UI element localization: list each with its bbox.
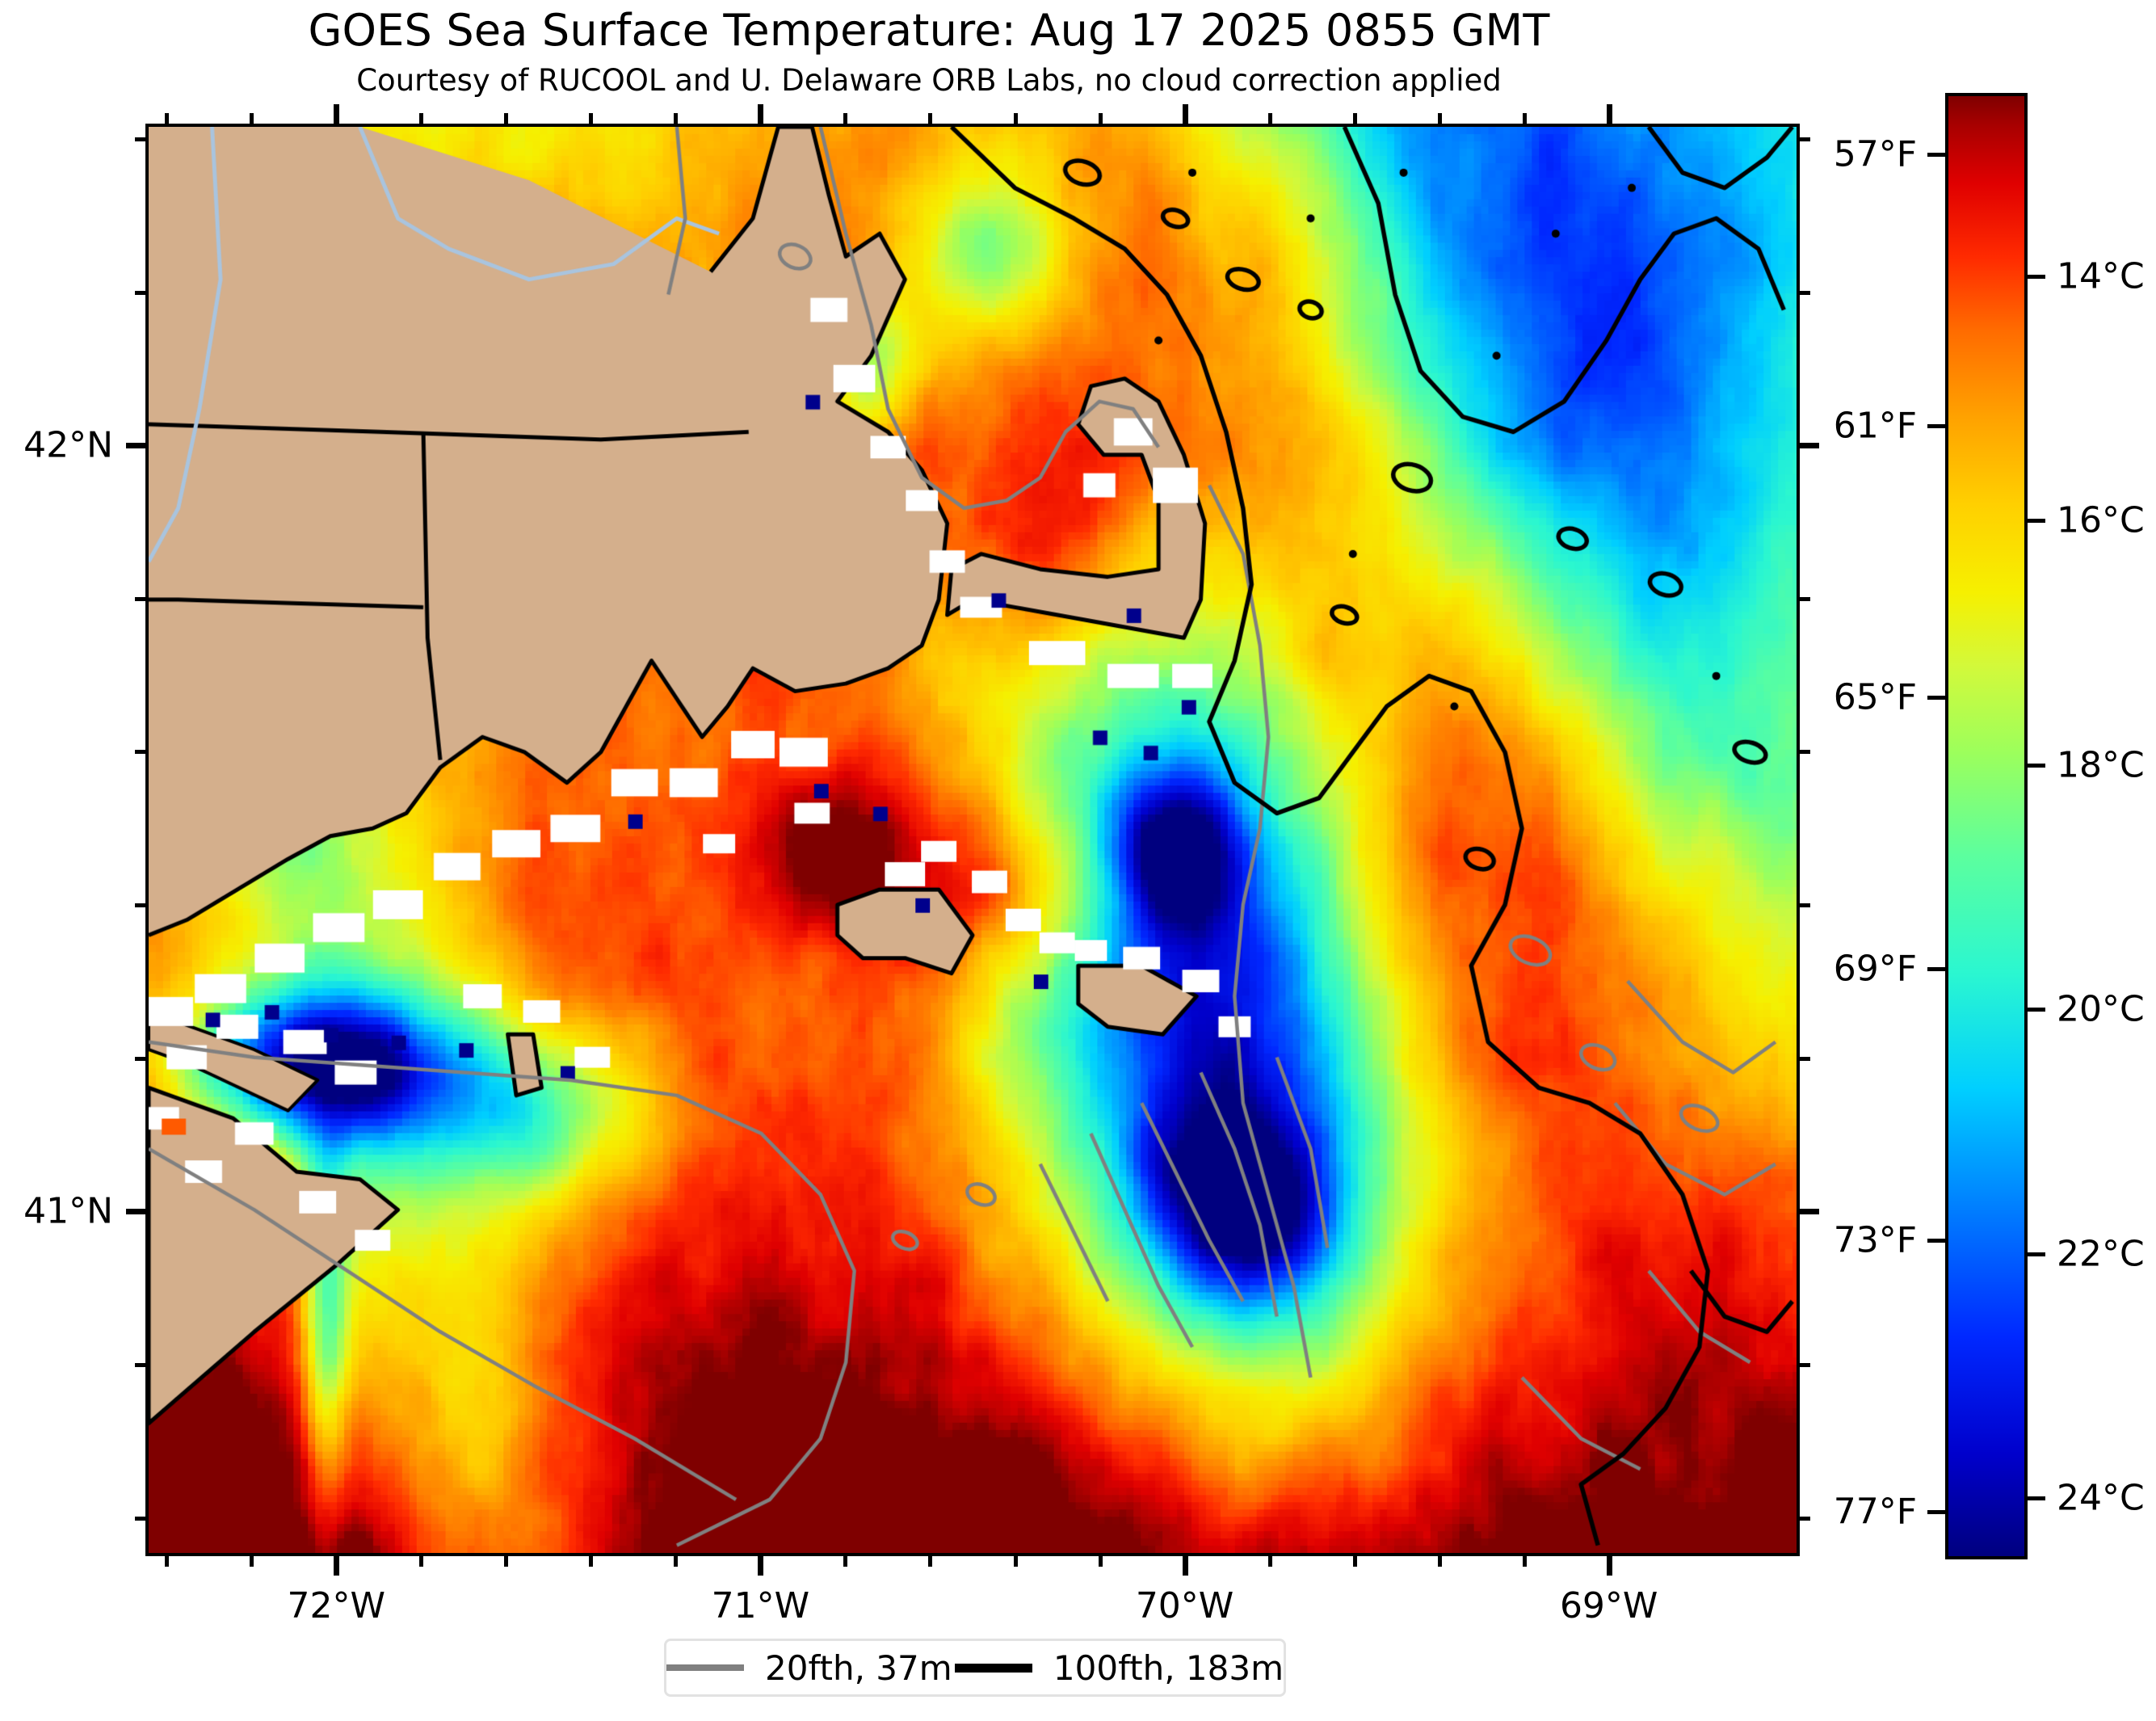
x-axis-major-tick-top xyxy=(758,104,764,124)
y-axis-minor-tick-right xyxy=(1800,1516,1810,1521)
colorbar-label-celsius: 18°C xyxy=(2057,744,2145,786)
y-axis-minor-tick-right xyxy=(1800,1362,1810,1367)
colorbar-label-fahrenheit: 61°F xyxy=(1833,405,1917,447)
x-axis-minor-tick xyxy=(165,1556,170,1567)
colorbar-label-fahrenheit: 69°F xyxy=(1833,948,1917,990)
x-axis-major-tick xyxy=(1606,1556,1612,1576)
y-axis-label: 42°N xyxy=(23,424,113,466)
x-axis-minor-tick-top xyxy=(1267,113,1272,124)
y-axis-minor-tick xyxy=(135,1362,145,1367)
x-axis-minor-tick xyxy=(843,1556,848,1567)
x-axis-major-tick-top xyxy=(334,104,340,124)
colorbar-tick-celsius xyxy=(2028,519,2045,524)
y-axis-minor-tick-right xyxy=(1800,750,1810,755)
y-axis-major-tick-right xyxy=(1800,1209,1819,1215)
colorbar-tick-fahrenheit xyxy=(1927,966,1945,971)
colorbar-tick-fahrenheit xyxy=(1927,1510,1945,1515)
x-axis-label: 70°W xyxy=(1135,1585,1234,1626)
x-axis-major-tick-top xyxy=(1182,104,1188,124)
y-axis-minor-tick-right xyxy=(1800,903,1810,908)
colorbar-tick-celsius xyxy=(2028,1252,2045,1256)
x-axis-label: 72°W xyxy=(287,1585,386,1626)
y-axis-major-tick xyxy=(126,443,145,449)
colorbar-label-celsius: 20°C xyxy=(2057,988,2145,1030)
colorbar-label-celsius: 14°C xyxy=(2057,255,2145,297)
y-axis-minor-tick xyxy=(135,290,145,295)
y-axis-minor-tick xyxy=(135,750,145,755)
colorbar-tick-fahrenheit xyxy=(1927,695,1945,700)
colorbar-label-celsius: 22°C xyxy=(2057,1233,2145,1275)
x-axis-label: 69°W xyxy=(1559,1585,1658,1626)
x-axis-major-tick xyxy=(334,1556,340,1576)
x-axis-label: 71°W xyxy=(711,1585,810,1626)
y-axis-minor-tick xyxy=(135,1056,145,1061)
colorbar-label-fahrenheit: 77°F xyxy=(1833,1491,1917,1533)
x-axis-minor-tick-top xyxy=(589,113,594,124)
y-axis-major-tick-right xyxy=(1800,443,1819,449)
y-axis-minor-tick-right xyxy=(1800,596,1810,601)
x-axis-minor-tick xyxy=(589,1556,594,1567)
colorbar-tick-fahrenheit xyxy=(1927,152,1945,157)
colorbar-tick-fahrenheit xyxy=(1927,423,1945,428)
y-axis-minor-tick xyxy=(135,1516,145,1521)
y-axis-minor-tick xyxy=(135,903,145,908)
x-axis-minor-tick xyxy=(250,1556,254,1567)
colorbar-label-celsius: 16°C xyxy=(2057,499,2145,541)
x-axis-minor-tick-top xyxy=(250,113,254,124)
colorbar-label-celsius: 24°C xyxy=(2057,1477,2145,1519)
y-axis-minor-tick-right xyxy=(1800,1056,1810,1061)
y-axis-label: 41°N xyxy=(23,1190,113,1232)
x-axis-minor-tick xyxy=(1352,1556,1357,1567)
x-axis-minor-tick xyxy=(1267,1556,1272,1567)
colorbar-tick-celsius xyxy=(2028,1008,2045,1012)
y-axis-major-tick xyxy=(126,1209,145,1215)
colorbar-label-fahrenheit: 65°F xyxy=(1833,676,1917,718)
x-axis-minor-tick-top xyxy=(1098,113,1103,124)
legend-swatch-20fth xyxy=(666,1664,744,1671)
x-axis-minor-tick-top xyxy=(1437,113,1442,124)
x-axis-minor-tick xyxy=(928,1556,933,1567)
x-axis-minor-tick xyxy=(419,1556,424,1567)
legend-label-100fth: 100fth, 183m xyxy=(1053,1647,1284,1688)
colorbar-tick-celsius xyxy=(2028,274,2045,279)
x-axis-minor-tick-top xyxy=(504,113,509,124)
x-axis-major-tick xyxy=(1182,1556,1188,1576)
legend-swatch-100fth xyxy=(954,1663,1032,1673)
x-axis-minor-tick-top xyxy=(674,113,679,124)
x-axis-minor-tick-top xyxy=(1352,113,1357,124)
x-axis-minor-tick xyxy=(1522,1556,1527,1567)
legend-item-100fth: 100fth, 183m xyxy=(954,1647,1284,1688)
x-axis-minor-tick xyxy=(1098,1556,1103,1567)
y-axis-minor-tick-right xyxy=(1800,290,1810,295)
page-subtitle: Courtesy of RUCOOL and U. Delaware ORB L… xyxy=(356,63,1502,98)
map-plot-area[interactable] xyxy=(145,124,1800,1556)
legend-label-20fth: 20fth, 37m xyxy=(765,1647,952,1688)
x-axis-major-tick xyxy=(758,1556,764,1576)
colorbar-tick-celsius xyxy=(2028,1496,2045,1501)
x-axis-minor-tick xyxy=(674,1556,679,1567)
x-axis-minor-tick xyxy=(504,1556,509,1567)
x-axis-minor-tick-top xyxy=(419,113,424,124)
colorbar-label-fahrenheit: 73°F xyxy=(1833,1219,1917,1261)
y-axis-minor-tick xyxy=(135,596,145,601)
legend-item-20fth: 20fth, 37m xyxy=(666,1648,952,1688)
sst-heatmap-canvas xyxy=(149,127,1797,1553)
isobath-legend: 20fth, 37m 100fth, 183m xyxy=(664,1639,1286,1697)
y-axis-minor-tick xyxy=(135,137,145,141)
x-axis-minor-tick xyxy=(1013,1556,1018,1567)
x-axis-minor-tick-top xyxy=(1013,113,1018,124)
x-axis-minor-tick-top xyxy=(843,113,848,124)
x-axis-minor-tick-top xyxy=(928,113,933,124)
x-axis-minor-tick-top xyxy=(165,113,170,124)
colorbar-label-fahrenheit: 57°F xyxy=(1833,133,1917,175)
x-axis-major-tick-top xyxy=(1606,104,1612,124)
page-title: GOES Sea Surface Temperature: Aug 17 202… xyxy=(308,5,1550,56)
x-axis-minor-tick-top xyxy=(1522,113,1527,124)
x-axis-minor-tick xyxy=(1437,1556,1442,1567)
colorbar xyxy=(1945,93,2028,1559)
colorbar-tick-celsius xyxy=(2028,763,2045,768)
colorbar-tick-fahrenheit xyxy=(1927,1239,1945,1243)
y-axis-minor-tick-right xyxy=(1800,137,1810,141)
